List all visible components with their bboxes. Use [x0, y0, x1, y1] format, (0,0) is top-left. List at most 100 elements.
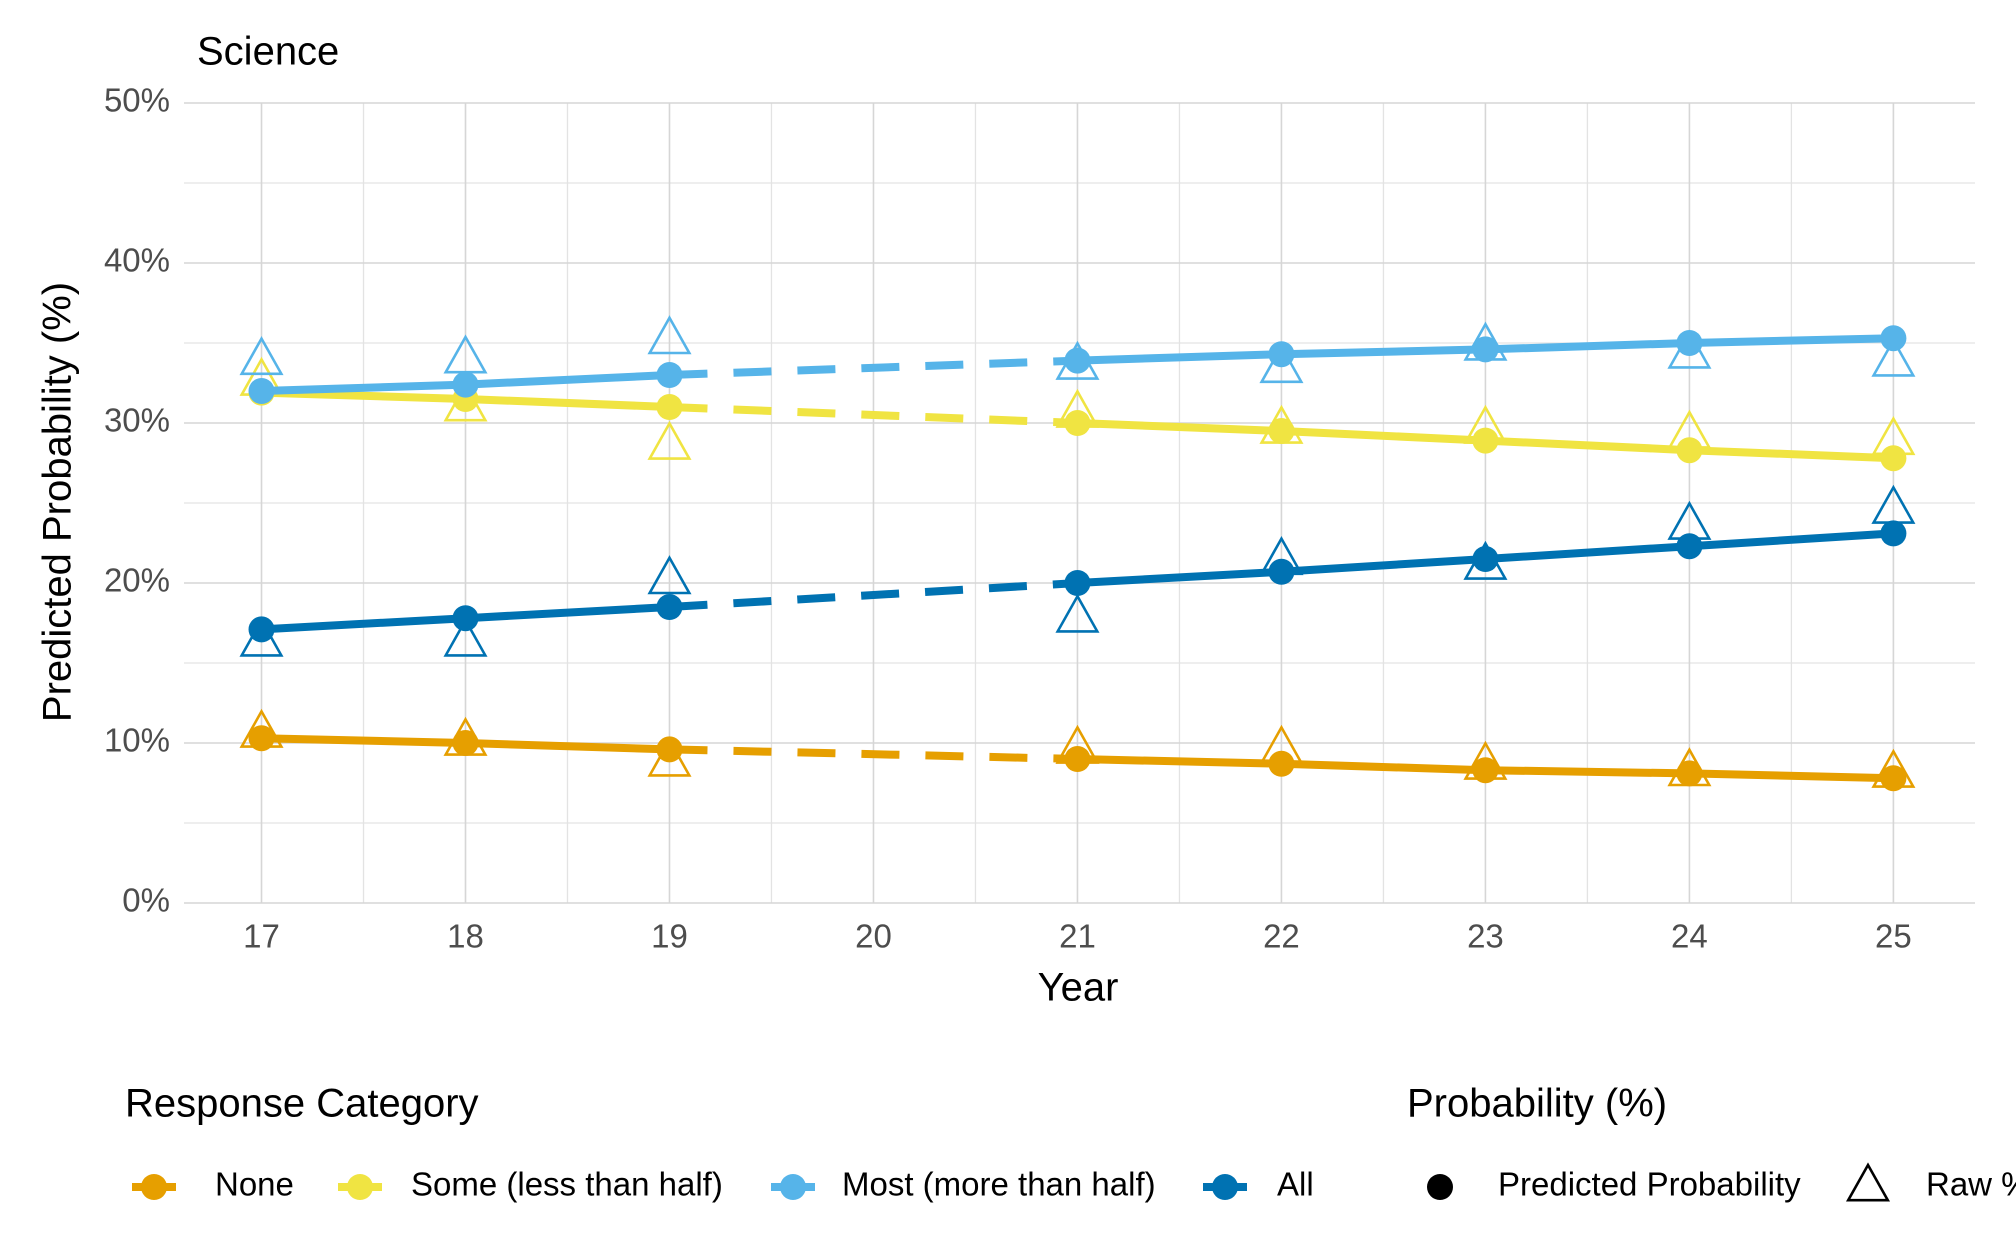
- line-segment: [1485, 339, 1690, 354]
- raw-marker: [1055, 593, 1100, 633]
- legend-title: Response Category: [125, 1082, 479, 1126]
- point: [1268, 750, 1295, 777]
- legend-title: Probability (%): [1407, 1082, 1667, 1126]
- point: [248, 616, 275, 643]
- point: [1064, 746, 1091, 772]
- point: [1676, 330, 1703, 356]
- y-tick-label: 0%: [122, 882, 170, 919]
- legend-label: Predicted Probability: [1498, 1166, 1801, 1203]
- legend-label: None: [215, 1166, 294, 1203]
- raw-marker: [1871, 337, 1916, 377]
- legend-key: [780, 1174, 806, 1200]
- x-tick-label: 23: [1467, 918, 1504, 955]
- legend-key: [1427, 1174, 1453, 1200]
- x-tick-label: 18: [447, 918, 484, 955]
- raw-marker: [443, 617, 488, 657]
- point: [1880, 520, 1907, 547]
- raw-marker: [647, 555, 692, 595]
- legend-label: Some (less than half): [411, 1166, 723, 1203]
- raw-marker: [239, 335, 284, 376]
- series: [239, 315, 1916, 404]
- x-tick-label: 17: [243, 918, 280, 955]
- point: [248, 378, 275, 404]
- legend-label: All: [1277, 1166, 1314, 1203]
- line-segment: [465, 739, 670, 754]
- y-tick-label: 30%: [104, 402, 170, 439]
- point: [1880, 325, 1907, 352]
- point: [656, 394, 683, 420]
- point: [452, 371, 479, 398]
- line-segment: [1077, 567, 1282, 587]
- line-segment: [465, 603, 670, 623]
- series: [239, 484, 1916, 657]
- line-segment: [1077, 350, 1282, 365]
- point: [1676, 437, 1703, 464]
- line-segment: [261, 734, 466, 747]
- point: [1064, 410, 1091, 436]
- line-segment: [1281, 555, 1486, 576]
- line-segment: [1689, 529, 1894, 551]
- line-segment: [669, 403, 1078, 427]
- legend-key: [1212, 1174, 1238, 1200]
- line-segment: [465, 371, 670, 389]
- point: [1880, 765, 1907, 792]
- legend-label: Most (more than half): [842, 1166, 1156, 1203]
- point: [1472, 546, 1499, 572]
- point: [656, 736, 683, 763]
- line-segment: [669, 579, 1078, 611]
- raw-marker: [647, 315, 692, 355]
- line-segment: [1077, 755, 1282, 768]
- line-segment: [1689, 769, 1894, 783]
- point: [1268, 418, 1295, 444]
- line-segment: [1281, 345, 1486, 359]
- point: [248, 725, 275, 752]
- grid: [184, 102, 1975, 904]
- chart-title: Science: [197, 30, 339, 74]
- x-tick-label: 21: [1059, 918, 1096, 955]
- line-segment: [261, 614, 466, 634]
- line-segment: [1281, 759, 1486, 775]
- point: [1472, 336, 1499, 363]
- raw-marker: [647, 420, 692, 460]
- line-segment: [1485, 542, 1690, 563]
- x-tick-label: 19: [651, 918, 688, 955]
- y-tick-label: 40%: [104, 242, 170, 279]
- x-tick-label: 22: [1263, 918, 1300, 955]
- point: [452, 605, 479, 632]
- line-segment: [465, 395, 670, 411]
- line-segment: [1485, 436, 1690, 455]
- series: [239, 356, 1916, 472]
- line-segment: [1689, 446, 1894, 463]
- x-tick-label: 24: [1671, 918, 1708, 955]
- line-segment: [1485, 766, 1690, 778]
- point: [1880, 445, 1907, 472]
- x-axis-label: Year: [1038, 966, 1119, 1010]
- legend-key: [347, 1174, 373, 1200]
- legend-key: [1845, 1162, 1891, 1202]
- y-tick-label: 20%: [104, 562, 170, 599]
- point: [1268, 558, 1295, 585]
- line-segment: [1689, 334, 1894, 347]
- point: [1676, 760, 1703, 787]
- point: [1472, 757, 1499, 784]
- y-axis-label: Predicted Probability (%): [36, 282, 80, 722]
- point: [1064, 570, 1091, 596]
- point: [1472, 427, 1499, 454]
- line-segment: [669, 356, 1078, 379]
- x-tick-label: 20: [855, 918, 892, 955]
- point: [656, 362, 683, 388]
- line-segment: [1281, 427, 1486, 445]
- x-tick-label: 25: [1875, 918, 1912, 955]
- point: [1676, 533, 1703, 560]
- line-segment: [1077, 419, 1282, 435]
- raw-marker: [1259, 343, 1304, 384]
- legend-key: [141, 1174, 167, 1200]
- y-tick-label: 50%: [104, 82, 170, 119]
- line-segment: [261, 380, 466, 395]
- point: [452, 730, 479, 756]
- point: [1064, 347, 1091, 374]
- point: [656, 594, 683, 620]
- legend-label: Raw %: [1926, 1166, 2016, 1203]
